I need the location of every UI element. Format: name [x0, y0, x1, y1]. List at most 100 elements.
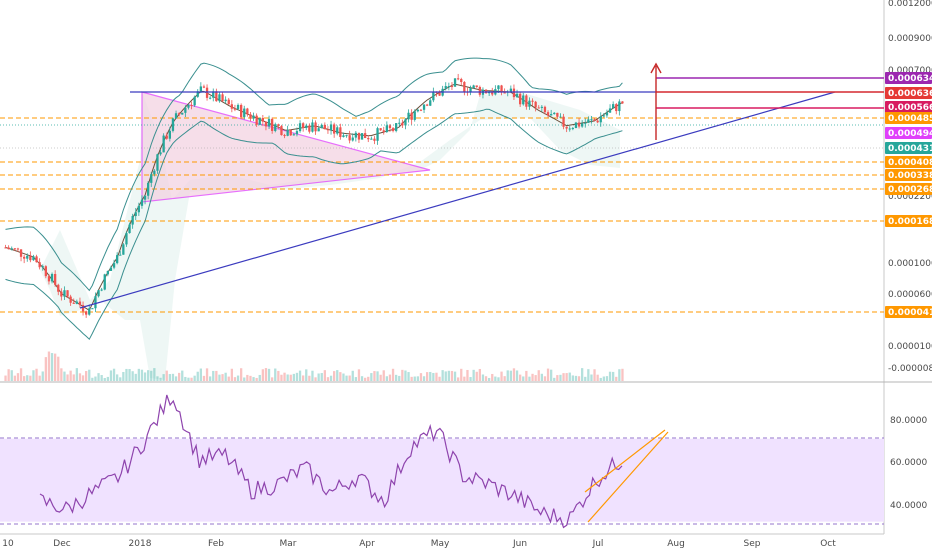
price-badge: [885, 142, 932, 154]
candle-body: [320, 124, 323, 129]
candle-body: [140, 199, 144, 206]
x-tick-label: Feb: [208, 539, 224, 549]
candle-body: [407, 112, 410, 120]
candle-body: [240, 104, 243, 118]
volume-bar: [16, 373, 20, 381]
volume-bar: [143, 372, 147, 381]
candle-body: [205, 87, 209, 98]
candle-body: [85, 311, 88, 315]
volume-bar: [267, 368, 271, 381]
candle-body: [522, 95, 525, 105]
x-tick-label: Apr: [359, 539, 375, 549]
y-tick-label: 0.00070000: [888, 66, 932, 76]
volume-bar: [364, 377, 367, 381]
volume-bar: [63, 371, 66, 381]
volume-bar: [432, 372, 435, 381]
volume-bar: [94, 376, 97, 381]
volume-bar: [38, 375, 41, 381]
volume-bar: [605, 376, 609, 381]
candle-body: [453, 78, 457, 87]
candle-body: [165, 135, 168, 139]
volume-bar: [162, 374, 165, 381]
volume-bar: [367, 376, 370, 381]
volume-bar: [140, 369, 144, 381]
volume-bar: [453, 371, 457, 381]
volume-bar: [153, 368, 156, 381]
candle-body: [134, 212, 137, 217]
candle-body: [81, 305, 85, 312]
candle-body: [401, 122, 404, 126]
volume-bar: [584, 376, 587, 381]
volume-bar: [413, 376, 416, 381]
volume-bar: [50, 353, 54, 381]
volume-bar: [277, 370, 280, 381]
candle-body: [78, 301, 82, 306]
bollinger-lower: [5, 108, 623, 341]
candle-body: [426, 104, 429, 106]
candle-body: [608, 108, 612, 113]
candle-body: [385, 125, 388, 132]
candle-body: [41, 266, 44, 268]
candle-body: [391, 128, 395, 131]
volume-bar: [54, 353, 57, 381]
volume-bar: [249, 375, 252, 381]
candle-body: [509, 88, 512, 92]
volume-bar: [91, 377, 94, 381]
price-badge-label: 0.00004105: [888, 308, 932, 318]
candle-body: [224, 99, 227, 102]
candle-body: [274, 124, 277, 131]
rsi-axis: 80.0000 60.0000 40.0000: [890, 416, 927, 511]
volume-bar: [463, 376, 466, 381]
volume-bar: [286, 374, 289, 381]
volume-bar: [550, 369, 553, 381]
volume-bar: [602, 376, 605, 381]
volume-bar: [305, 369, 308, 381]
candle-body: [419, 109, 423, 111]
candle-body: [512, 88, 516, 98]
candle-body: [550, 114, 553, 116]
volume-bar: [323, 370, 326, 381]
volume-bar: [7, 369, 10, 381]
y-tick-label: 0.00022000: [888, 192, 932, 202]
candle-body: [525, 95, 528, 107]
candle-body: [7, 247, 10, 250]
candle-body: [416, 109, 419, 112]
time-axis: 10 Dec 2018 Feb Mar Apr May Jun Jul Aug Sep Oct: [2, 539, 836, 549]
volume-bar: [103, 377, 106, 381]
candle-body: [388, 125, 392, 129]
volume-bar: [295, 372, 299, 381]
volume-bar: [581, 368, 584, 381]
candle-body: [308, 125, 311, 132]
volume-bar: [512, 368, 516, 381]
volume-bar: [298, 370, 302, 381]
volume-bar: [171, 373, 175, 381]
volume-bar: [398, 375, 401, 381]
volume-bar: [23, 376, 26, 381]
rsi-tick-label: 60.0000: [890, 458, 927, 468]
price-badge-label: 0.00016840: [888, 217, 932, 227]
x-tick-label: 2018: [129, 539, 152, 549]
candle-body: [16, 248, 20, 250]
candle-body: [122, 244, 125, 255]
y-tick-label: 0.00001000: [888, 342, 932, 352]
volume-bar: [233, 377, 237, 381]
volume-bar: [599, 377, 602, 381]
triangle-pattern: [141, 91, 431, 203]
volume-bar: [500, 371, 503, 381]
candle-body: [587, 119, 590, 123]
volume-bar: [205, 368, 209, 381]
candle-body: [543, 106, 547, 113]
volume-bar: [72, 374, 75, 381]
candle-body: [209, 97, 212, 99]
candle-body: [565, 126, 568, 129]
candle-body: [404, 119, 407, 126]
volume-bar: [320, 373, 323, 381]
rsi-line: [39, 394, 623, 529]
candle-body: [553, 112, 556, 115]
y-tick-label: 0.00010000: [888, 259, 932, 269]
candle-body: [13, 248, 16, 250]
candle-body: [298, 123, 302, 132]
candle-body: [212, 91, 215, 98]
volume-bar: [522, 376, 525, 381]
